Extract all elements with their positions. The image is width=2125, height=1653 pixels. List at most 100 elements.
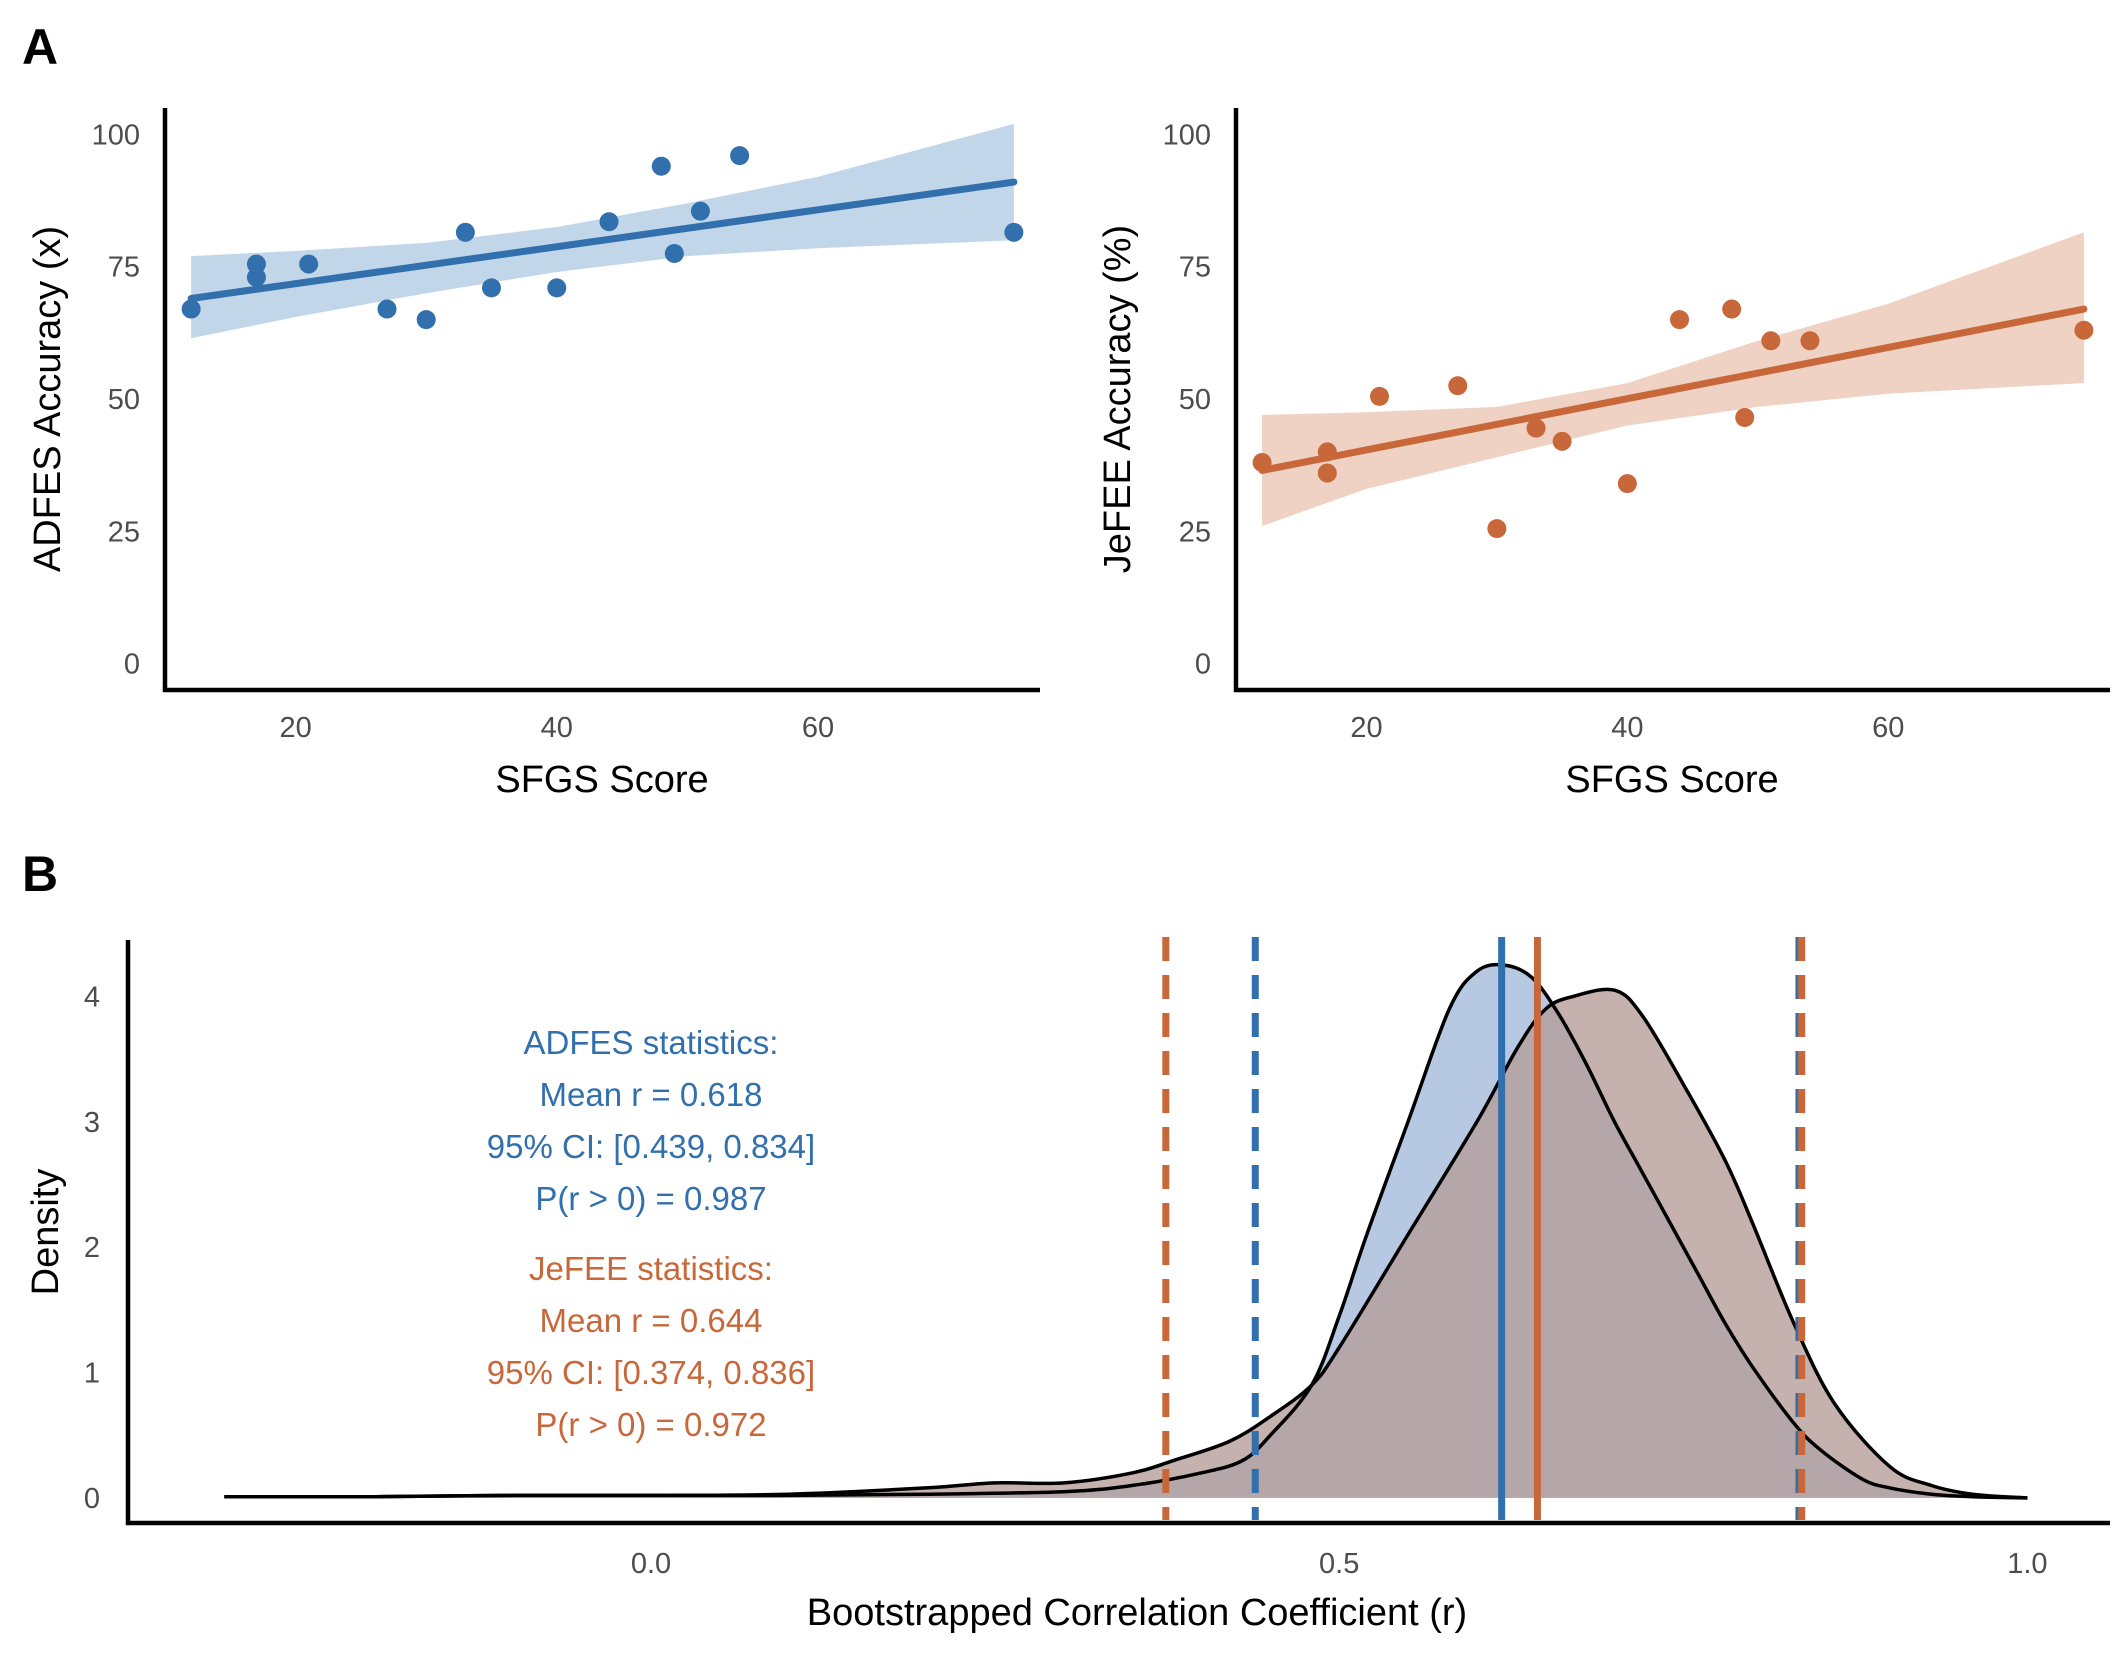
jefee-y-tick-label: 0 <box>1195 649 1211 681</box>
jefee-data-point <box>1526 418 1546 438</box>
adfes-x-tick-label: 20 <box>279 712 311 744</box>
jefee-data-point <box>1369 386 1389 406</box>
jefee-stats-title: JeFEE statistics: <box>529 1250 773 1287</box>
adfes-data-point <box>246 254 266 274</box>
jefee-axes <box>1233 108 2110 693</box>
jefee-data-point <box>1617 474 1637 494</box>
jefee-x-tick-label: 40 <box>1611 712 1643 744</box>
adfes-x-axis-title: SFGS Score <box>495 759 708 801</box>
density-y-axis-title: Density <box>25 1169 67 1296</box>
jefee-data-point <box>1552 431 1572 451</box>
density-plot: 0.0 0.5 1.0 0 1 2 3 4 Bootstrapped Correlation… <box>25 937 2110 1634</box>
adfes-x-ticks: 20 40 60 <box>279 712 834 744</box>
jefee-y-axis-title: JeFEE Accuracy (%) <box>1097 225 1139 573</box>
jefee-x-ticks: 20 40 60 <box>1350 712 1904 744</box>
jefee-data-point <box>1722 299 1742 319</box>
adfes-y-ticks: 0 25 50 75 100 <box>92 119 140 680</box>
density-y-tick-label: 0 <box>84 1483 100 1515</box>
adfes-data-point <box>481 278 501 298</box>
adfes-stats-mean: Mean r = 0.618 <box>540 1076 763 1113</box>
adfes-regression-line <box>187 178 1018 302</box>
jefee-data-point <box>1317 442 1337 462</box>
adfes-confidence-band <box>191 123 1014 339</box>
jefee-y-tick-label: 50 <box>1179 384 1211 416</box>
adfes-density-outline <box>224 962 2028 1500</box>
adfes-y-tick-label: 75 <box>108 252 140 284</box>
jefee-data-point <box>1317 463 1337 483</box>
adfes-y-tick-label: 50 <box>108 384 140 416</box>
jefee-stats-ci: 95% CI: [0.374, 0.836] <box>487 1354 815 1391</box>
density-y-tick-label: 4 <box>84 981 100 1013</box>
adfes-data-point <box>599 212 619 232</box>
adfes-x-tick-label: 60 <box>802 712 834 744</box>
jefee-y-tick-label: 100 <box>1163 119 1211 151</box>
adfes-data-point <box>299 254 319 274</box>
jefee-data-point <box>2074 320 2094 340</box>
adfes-data-point <box>455 222 475 242</box>
jefee-data-point <box>1448 376 1468 396</box>
density-x-tick-label: 0.5 <box>1319 1548 1359 1580</box>
jefee-confidence-band <box>1262 232 2084 527</box>
adfes-data-point <box>1004 222 1024 242</box>
jefee-y-tick-label: 75 <box>1179 252 1211 284</box>
density-vlines-group <box>1162 937 1806 1520</box>
density-x-tick-label: 1.0 <box>2007 1548 2047 1580</box>
adfes-y-tick-label: 0 <box>124 649 140 681</box>
density-x-tick-label: 0.0 <box>631 1548 671 1580</box>
jefee-stats-annotation: JeFEE statistics: Mean r = 0.644 95% CI:… <box>487 1250 815 1443</box>
adfes-data-point <box>377 299 397 319</box>
adfes-confidence-band-group <box>191 123 1014 339</box>
jefee-stats-p: P(r > 0) = 0.972 <box>535 1406 766 1443</box>
jefee-fit-line-group <box>1258 305 2088 474</box>
adfes-data-point <box>690 201 710 221</box>
jefee-density-outline <box>224 987 2028 1500</box>
adfes-points-group <box>181 146 1024 330</box>
jefee-scatter-plot: 20 40 60 0 25 50 75 100 SFGS Score JeFEE Accur… <box>1097 108 2110 801</box>
density-x-ticks: 0.0 0.5 1.0 <box>631 1548 2048 1580</box>
adfes-fit-line-group <box>187 178 1018 302</box>
jefee-x-axis-title: SFGS Score <box>1565 759 1778 801</box>
adfes-stats-p: P(r > 0) = 0.987 <box>535 1180 766 1217</box>
adfes-axes <box>162 108 1040 693</box>
adfes-y-tick-label: 25 <box>108 516 140 548</box>
density-y-tick-label: 1 <box>84 1358 100 1390</box>
jefee-data-point <box>1735 408 1755 428</box>
adfes-data-point <box>651 156 671 176</box>
adfes-scatter-plot: 20 40 60 0 25 50 75 100 SFGS Score ADFES Accur… <box>27 108 1040 801</box>
density-y-tick-label: 3 <box>84 1107 100 1139</box>
adfes-data-point <box>416 310 436 330</box>
jefee-y-ticks: 0 25 50 75 100 <box>1163 119 1211 680</box>
adfes-data-point <box>181 299 201 319</box>
adfes-data-point <box>246 267 266 287</box>
adfes-stats-annotation: ADFES statistics: Mean r = 0.618 95% CI:… <box>487 1024 815 1217</box>
adfes-data-point <box>664 244 684 263</box>
jefee-stats-mean: Mean r = 0.644 <box>540 1302 763 1339</box>
jefee-data-point <box>1670 310 1690 330</box>
panel-label-b: B <box>22 846 58 902</box>
jefee-confidence-band-group <box>1262 232 2084 527</box>
panel-label-a: A <box>22 19 58 75</box>
jefee-x-tick-label: 20 <box>1350 712 1382 744</box>
adfes-x-tick-label: 40 <box>541 712 573 744</box>
jefee-regression-line <box>1258 305 2088 474</box>
jefee-data-point <box>1252 452 1272 472</box>
jefee-data-point <box>1800 331 1820 351</box>
jefee-density-area <box>224 989 2028 1498</box>
jefee-points-group <box>1252 299 2094 539</box>
density-areas-group <box>224 962 2028 1500</box>
adfes-stats-title: ADFES statistics: <box>524 1024 779 1061</box>
density-y-tick-label: 2 <box>84 1232 100 1264</box>
density-x-axis-title: Bootstrapped Correlation Coefficient (r) <box>807 1592 1467 1634</box>
adfes-y-tick-label: 100 <box>92 119 140 151</box>
jefee-data-point <box>1761 331 1781 351</box>
adfes-stats-ci: 95% CI: [0.439, 0.834] <box>487 1128 815 1165</box>
jefee-x-tick-label: 60 <box>1872 712 1904 744</box>
jefee-data-point <box>1487 519 1507 539</box>
adfes-data-point <box>730 146 750 166</box>
density-axes <box>125 940 2110 1526</box>
adfes-y-axis-title: ADFES Accuracy (x) <box>27 226 69 572</box>
adfes-data-point <box>547 278 567 298</box>
density-y-ticks: 0 1 2 3 4 <box>84 981 100 1515</box>
jefee-y-tick-label: 25 <box>1179 516 1211 548</box>
